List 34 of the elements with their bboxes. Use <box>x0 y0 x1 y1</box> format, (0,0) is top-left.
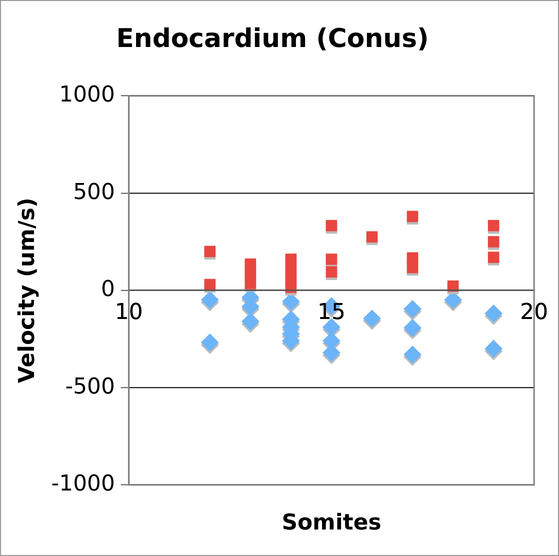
point <box>241 312 260 330</box>
point <box>326 266 338 278</box>
y-tick-label: -500 <box>65 374 115 400</box>
y-tick-label: 1000 <box>59 82 115 108</box>
point <box>406 262 418 274</box>
point <box>366 231 378 243</box>
y-tick-label: 0 <box>100 277 115 302</box>
point <box>404 318 422 337</box>
x-tick-label: 15 <box>318 300 346 326</box>
point <box>488 236 500 248</box>
point <box>200 334 219 352</box>
point <box>484 304 503 322</box>
x-tick-label: 10 <box>114 300 143 326</box>
y-tick-label: -1000 <box>51 472 115 497</box>
point <box>326 220 338 232</box>
point <box>363 310 381 328</box>
point <box>488 220 500 232</box>
point <box>404 346 422 364</box>
point <box>204 278 216 290</box>
x-tick-label: 20 <box>520 300 548 326</box>
chart-title: Endocardium (Conus) <box>116 24 429 54</box>
point <box>326 254 338 265</box>
point <box>244 278 256 290</box>
point <box>488 252 500 263</box>
point <box>444 290 462 309</box>
point <box>200 290 219 309</box>
x-axis-title: Somites <box>282 510 382 536</box>
y-tick-label: 500 <box>73 180 115 205</box>
point <box>406 210 418 222</box>
point <box>404 300 422 318</box>
y-axis-title: Velocity (um/s) <box>14 198 40 384</box>
point <box>282 292 300 311</box>
point <box>484 340 503 358</box>
point <box>204 246 216 258</box>
